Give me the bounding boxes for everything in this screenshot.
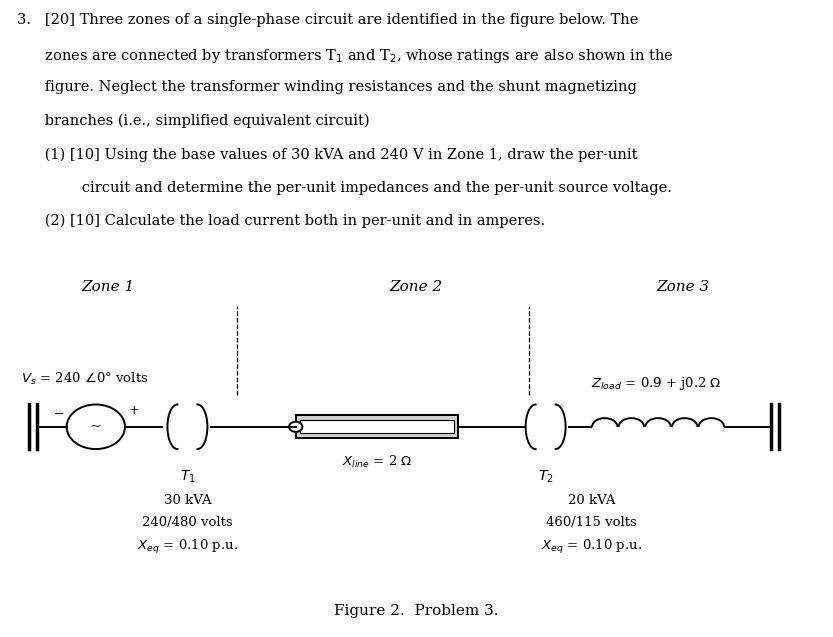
Text: $X_{eq}$ = 0.10 p.u.: $X_{eq}$ = 0.10 p.u. bbox=[137, 538, 238, 556]
Bar bbox=[300, 420, 454, 433]
Text: +: + bbox=[129, 404, 140, 417]
Bar bbox=[296, 415, 458, 438]
Text: branches (i.e., simplified equivalent circuit): branches (i.e., simplified equivalent ci… bbox=[17, 113, 369, 128]
Text: $T_1$: $T_1$ bbox=[180, 468, 195, 485]
Text: Figure 2.  Problem 3.: Figure 2. Problem 3. bbox=[334, 604, 499, 618]
Text: −: − bbox=[53, 408, 64, 420]
Text: (1) [10] Using the base values of 30 kVA and 240 V in Zone 1, draw the per-unit: (1) [10] Using the base values of 30 kVA… bbox=[17, 147, 637, 162]
Text: zones are connected by transformers T$_1$ and T$_2$, whose ratings are also show: zones are connected by transformers T$_1… bbox=[17, 47, 673, 65]
Text: $V_s$ = 240 $\angle$0° volts: $V_s$ = 240 $\angle$0° volts bbox=[21, 371, 148, 387]
Text: Zone 2: Zone 2 bbox=[390, 280, 443, 294]
Circle shape bbox=[289, 422, 302, 432]
Text: Zone 3: Zone 3 bbox=[656, 280, 710, 294]
Text: $X_{eq}$ = 0.10 p.u.: $X_{eq}$ = 0.10 p.u. bbox=[541, 538, 642, 556]
Text: circuit and determine the per-unit impedances and the per-unit source voltage.: circuit and determine the per-unit imped… bbox=[17, 181, 671, 194]
Text: 240/480 volts: 240/480 volts bbox=[142, 516, 232, 529]
Text: Zone 1: Zone 1 bbox=[82, 280, 135, 294]
Text: figure. Neglect the transformer winding resistances and the shunt magnetizing: figure. Neglect the transformer winding … bbox=[17, 80, 636, 94]
Text: $T_2$: $T_2$ bbox=[538, 468, 553, 485]
Text: ~: ~ bbox=[90, 420, 102, 434]
Text: 3.   [20] Three zones of a single-phase circuit are identified in the figure bel: 3. [20] Three zones of a single-phase ci… bbox=[17, 13, 638, 27]
Text: 460/115 volts: 460/115 volts bbox=[546, 516, 636, 529]
Text: (2) [10] Calculate the load current both in per-unit and in amperes.: (2) [10] Calculate the load current both… bbox=[17, 214, 545, 229]
Text: 20 kVA: 20 kVA bbox=[567, 494, 616, 506]
Text: 30 kVA: 30 kVA bbox=[163, 494, 212, 506]
Text: $Z_{load}$ = 0.9 + j0.2 $\Omega$: $Z_{load}$ = 0.9 + j0.2 $\Omega$ bbox=[591, 375, 721, 392]
Text: $X_{line}$ = 2 $\Omega$: $X_{line}$ = 2 $\Omega$ bbox=[342, 454, 412, 470]
